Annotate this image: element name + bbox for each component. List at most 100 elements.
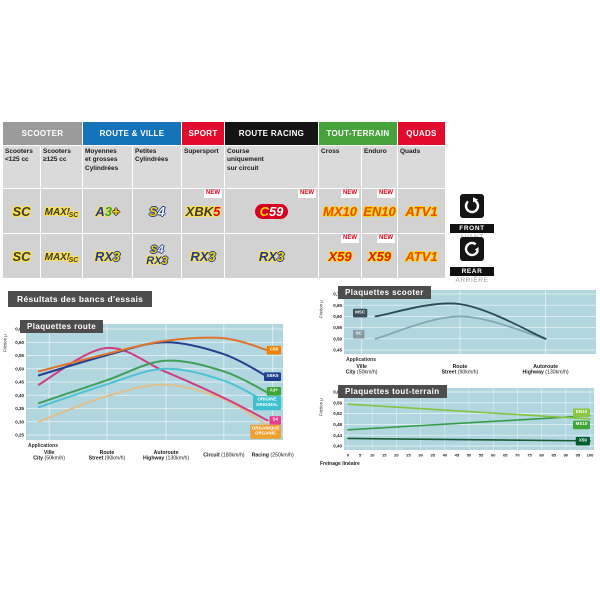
category-header-scooter: SCOOTER <box>3 122 82 145</box>
product-logo-sc: SC <box>12 205 30 218</box>
category-header-sport: SPORT <box>182 122 224 145</box>
range-cell-rear-0: SC <box>3 234 40 278</box>
sub-header-3: Petites Cylindrées <box>133 146 181 188</box>
svg-text:90: 90 <box>564 453 569 458</box>
svg-text:45: 45 <box>455 453 460 458</box>
svg-text:80: 80 <box>539 453 544 458</box>
logo-part: SC <box>68 256 79 264</box>
logo-part: 3 <box>276 248 285 264</box>
svg-text:MX10: MX10 <box>576 421 588 426</box>
svg-text:0: 0 <box>347 453 350 458</box>
svg-text:65: 65 <box>503 453 508 458</box>
svg-text:S4: S4 <box>272 417 278 422</box>
logo-part: MAXI <box>44 251 70 263</box>
sub-header-8: Quads <box>398 146 445 188</box>
svg-text:Friction µ: Friction µ <box>3 334 8 352</box>
svg-text:Friction µ: Friction µ <box>319 300 324 318</box>
svg-text:EN10: EN10 <box>576 409 588 414</box>
svg-text:0,70: 0,70 <box>333 292 342 297</box>
svg-text:XBK5: XBK5 <box>266 373 279 378</box>
product-logo-a3plus: A3+ <box>95 205 119 218</box>
svg-text:85: 85 <box>551 453 556 458</box>
svg-text:Applications: Applications <box>28 443 58 449</box>
svg-text:Freinage linéaire: Freinage linéaire <box>320 461 360 467</box>
svg-text:0,40: 0,40 <box>15 393 24 398</box>
arriere-label: ARRIÈRE <box>455 277 489 284</box>
logo-part: 4 <box>157 203 165 219</box>
logo-part: S <box>150 244 158 256</box>
product-logo-rx3: RX3 <box>259 250 284 263</box>
svg-text:0,45: 0,45 <box>333 348 342 353</box>
sub-header-6: Cross <box>319 146 361 188</box>
svg-text:100: 100 <box>587 453 594 458</box>
logo-part: 3 <box>208 248 216 264</box>
svg-text:30: 30 <box>418 453 423 458</box>
chart-plaquettes-route: 0,25 0,30 0,35 0,40 0,45 0,50 0,55 0,60 0,65 C59 X… <box>2 316 302 468</box>
logo-part: RX <box>190 248 209 264</box>
logo-part: S <box>149 203 158 219</box>
range-cell-front-4: NEW XBK5 <box>182 189 224 233</box>
range-cell-front-7: NEW EN10 <box>362 189 397 233</box>
results-heading: Résultats des bancs d'essais <box>8 291 153 307</box>
logo-part: EN10 <box>363 203 396 219</box>
product-logo-s4: S4 <box>150 245 163 256</box>
svg-text:0,52: 0,52 <box>333 411 342 416</box>
offroad-chart-canvas: 0,40 0,44 0,48 0,52 0,56 0,60 EN10 MX10 X59 0 5 10 1… <box>319 388 594 467</box>
range-cell-rear-3: S4 RX3 <box>133 234 181 278</box>
svg-text:ORIGINAL: ORIGINAL <box>256 402 278 407</box>
svg-text:0,35: 0,35 <box>15 406 24 411</box>
svg-text:0,50: 0,50 <box>15 366 24 371</box>
range-cell-rear-1: MAXISC <box>41 234 82 278</box>
logo-part: SC <box>12 203 31 219</box>
range-cell-rear-2: RX3 <box>83 234 132 278</box>
rear-disc-icon <box>460 237 484 261</box>
svg-text:50: 50 <box>467 453 472 458</box>
category-header-route-ville: ROUTE & VILLE <box>83 122 181 145</box>
logo-part: A <box>95 203 105 219</box>
svg-text:ORGANIQUE: ORGANIQUE <box>252 425 280 430</box>
offroad-chart-title: Plaquettes tout-terrain <box>338 385 447 398</box>
product-logo-atv1: ATV1 <box>405 205 437 218</box>
svg-text:Circuit (180km/h): Circuit (180km/h) <box>203 453 244 459</box>
svg-text:A3+: A3+ <box>270 388 279 393</box>
category-header-route-racing: ROUTE RACING <box>225 122 318 145</box>
logo-part: RX <box>146 255 162 267</box>
svg-text:0,55: 0,55 <box>15 353 24 358</box>
sub-header-0: Scooters <125 cc <box>3 146 40 188</box>
product-logo-mx10: MX10 <box>323 205 357 218</box>
category-header-quads: QUADS <box>398 122 445 145</box>
sub-header-1: Scooters ≥125 cc <box>41 146 82 188</box>
product-logo-rx3: RX3 <box>146 256 167 267</box>
svg-text:70: 70 <box>515 453 520 458</box>
svg-text:35: 35 <box>430 453 435 458</box>
logo-part: ATV1 <box>405 248 438 264</box>
logo-part: 4 <box>157 244 164 256</box>
logo-part: 3 <box>161 255 168 267</box>
product-logo-rx3: RX3 <box>190 250 215 263</box>
svg-text:15: 15 <box>382 453 387 458</box>
scooter-chart-canvas: 0,45 0,50 0,55 0,60 0,65 0,70 MSC SC Application… <box>319 290 596 375</box>
svg-text:Applications: Applications <box>346 357 376 363</box>
range-table: SCOOTER ROUTE & VILLE SPORT ROUTE RACING TOU… <box>3 122 445 278</box>
svg-text:0,45: 0,45 <box>15 380 24 385</box>
svg-text:95: 95 <box>576 453 581 458</box>
svg-text:60: 60 <box>491 453 496 458</box>
range-cell-front-1: MAXISC <box>41 189 82 233</box>
logo-part: C <box>259 203 269 219</box>
range-cell-front-3: S4 <box>133 189 181 233</box>
logo-part: 59 <box>268 203 284 219</box>
sub-header-2: Moyennes et grosses Cylindrées <box>83 146 132 188</box>
svg-text:ORIGINE: ORIGINE <box>257 397 276 402</box>
product-logo-x59: X59 <box>328 250 351 263</box>
front-label: FRONT <box>450 224 494 233</box>
svg-text:Racing (250km/h): Racing (250km/h) <box>252 453 294 459</box>
product-logo-en10: EN10 <box>363 205 396 218</box>
rear-position-badge: REAR ARRIÈRE <box>450 237 494 284</box>
new-badge: NEW <box>204 190 222 198</box>
product-logo-sc: SC <box>12 250 30 263</box>
svg-text:0,25: 0,25 <box>15 433 24 438</box>
